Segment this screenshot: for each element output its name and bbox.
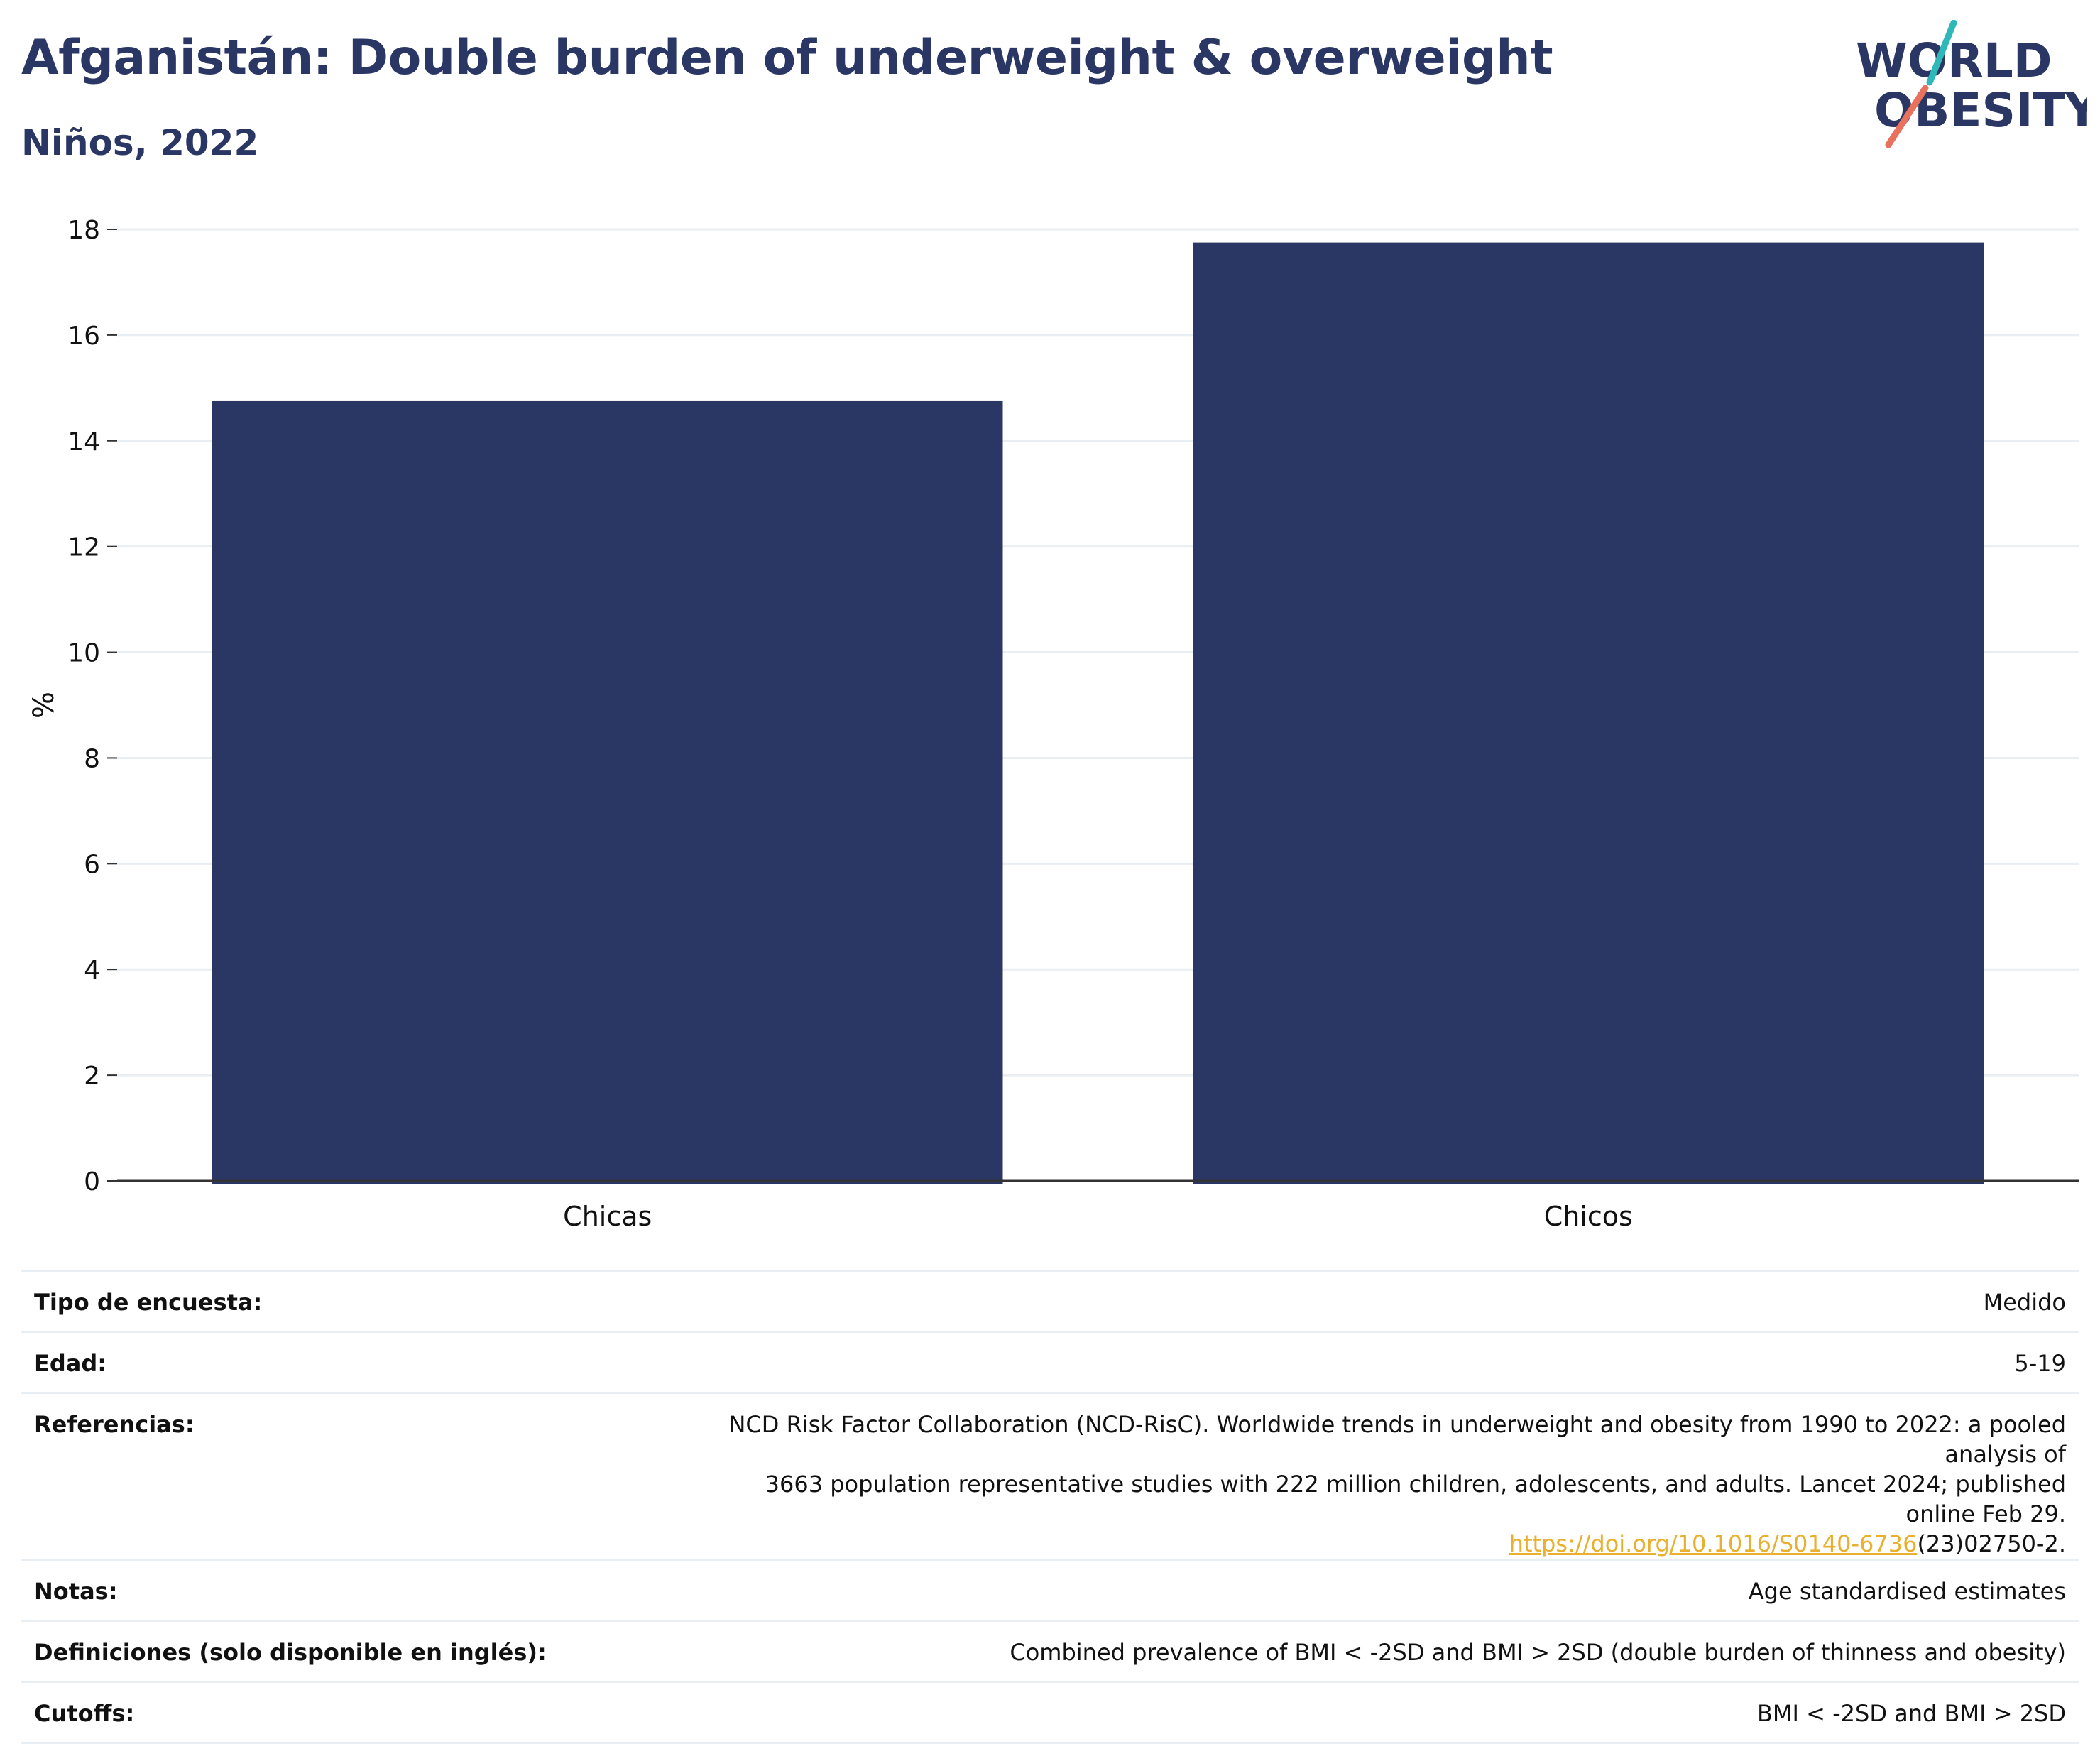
definitions-label: Definiciones (solo disponible en inglés)… [21,1620,686,1683]
cutoffs-value: BMI < -2SD and BMI > 2SD [686,1681,2079,1744]
cutoffs-label: Cutoffs: [21,1681,686,1744]
x-tick-label: Chicas [563,1201,652,1232]
notes-value: Age standardised estimates [686,1559,2079,1622]
doi-link[interactable]: https://doi.org/10.1016/S0140-6736 [1509,1530,1918,1557]
y-tick-label: 14 [67,427,100,457]
logo-coral-slash [1885,85,1929,148]
metadata-table: Tipo de encuesta: Medido Edad: 5-19 Refe… [21,1270,2079,1744]
y-tick-label: 4 [84,956,100,985]
bars [212,242,1984,1184]
row-notes: Notas: Age standardised estimates [21,1559,2079,1622]
survey-type-value: Medido [686,1270,2079,1333]
references-value: NCD Risk Factor Collaboration (NCD-RisC)… [686,1392,2079,1561]
x-tick-label: Chicos [1544,1201,1633,1232]
references-line-2: 3663 population representative studies w… [765,1471,2066,1527]
bar-chicas[interactable] [212,400,1003,1184]
age-label: Edad: [21,1331,686,1394]
y-tick-label: 12 [67,533,100,562]
y-axis-label: % [28,692,60,719]
y-tick-label: 6 [84,850,100,879]
row-definitions: Definiciones (solo disponible en inglés)… [21,1620,2079,1683]
bar-chicos[interactable] [1193,242,1984,1184]
logo-word-world: WORLD [1856,33,2052,88]
y-tick-label: 16 [67,322,100,351]
references-label: Referencias: [21,1392,686,1561]
chart-title: Afganistán: Double burden of underweight… [21,30,1553,86]
bar-chart: 0 2 4 6 8 10 12 14 16 18 Chicas Chicos % [28,216,2079,1232]
chart-subtitle: Niños, 2022 [21,122,259,163]
y-tick-label: 10 [67,639,100,668]
y-tick-labels: 0 2 4 6 8 10 12 14 16 18 [67,216,100,1197]
row-survey-type: Tipo de encuesta: Medido [21,1270,2079,1333]
age-value: 5-19 [686,1331,2079,1394]
y-tick-label: 0 [84,1167,100,1197]
references-line-3: https://doi.org/10.1016/S0140-6736(23)02… [699,1529,2066,1559]
logo-teal-slash [1926,20,1957,86]
world-obesity-logo: WORLD OBESITY [1856,20,2087,148]
x-tick-labels: Chicas Chicos [563,1201,1633,1232]
y-tick-label: 18 [67,216,100,245]
row-references: Referencias: NCD Risk Factor Collaborati… [21,1392,2079,1561]
references-line-1: NCD Risk Factor Collaboration (NCD-RisC)… [728,1411,2066,1468]
row-cutoffs: Cutoffs: BMI < -2SD and BMI > 2SD [21,1681,2079,1744]
survey-type-label: Tipo de encuesta: [21,1270,686,1333]
notes-label: Notas: [21,1559,686,1622]
row-age: Edad: 5-19 [21,1331,2079,1394]
definitions-value: Combined prevalence of BMI < -2SD and BM… [686,1620,2079,1683]
logo-word-obesity: OBESITY [1874,83,2087,138]
y-tick-label: 8 [84,744,100,773]
y-tick-label: 2 [84,1062,100,1091]
doi-link-suffix: (23)02750-2. [1917,1530,2066,1557]
